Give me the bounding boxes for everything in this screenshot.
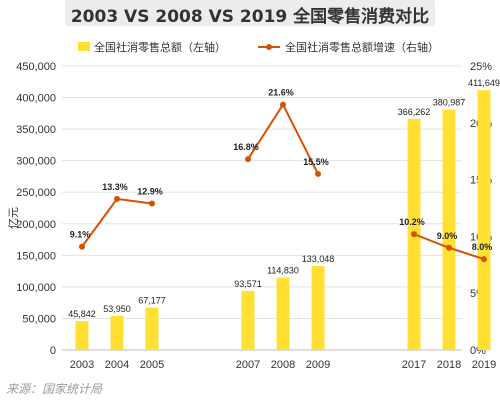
y-tick-right: 25% [470,61,492,73]
growth-line-segment [81,197,153,248]
growth-value-label: 10.2% [399,217,425,227]
x-tick-label: 2019 [472,359,496,371]
bar [442,109,456,350]
growth-point [245,156,251,163]
growth-point [149,200,155,207]
chart-title: 2003 VS 2008 VS 2019 全国零售消费对比 [70,7,430,27]
bar-value-label: 366,262 [398,107,431,117]
x-tick-label: 2007 [236,359,260,371]
growth-value-label: 8.0% [472,242,493,252]
x-tick-label: 2018 [437,359,461,371]
growth-point [79,243,85,250]
y-tick-left: 50,000 [22,313,56,325]
y-tick-left: 100,000 [16,282,56,294]
bar [75,321,89,350]
bar-value-label: 380,987 [433,98,466,108]
x-tick-label: 2005 [140,359,164,371]
y-tick-left: 400,000 [16,93,56,105]
bar [241,290,255,350]
bar-value-label: 133,048 [302,254,335,264]
y-tick-left: 250,000 [16,187,56,199]
growth-point [446,244,452,251]
growth-point [280,101,286,108]
bar-value-label: 67,177 [138,296,166,306]
x-tick-label: 2009 [306,359,330,371]
growth-point [411,231,417,238]
y-tick-left: 0 [50,345,56,357]
bar-value-label: 45,842 [68,309,96,319]
bar [145,307,159,350]
bar [110,315,124,350]
bar [477,90,491,351]
y-tick-left: 300,000 [16,156,56,168]
bar [311,266,325,350]
x-tick-label: 2017 [402,359,426,371]
x-tick-label: 2008 [271,359,295,371]
legend-label-line: 全国社消零售总额增速（右轴） [285,40,439,54]
y-axis-label-left: 亿元 [7,207,20,229]
growth-value-label: 9.0% [437,231,458,241]
legend-label-bar: 全国社消零售总额（左轴） [94,40,226,54]
x-tick-label: 2004 [105,359,129,371]
growth-point [481,256,487,263]
y-tick-left: 150,000 [16,250,56,262]
growth-point [315,170,321,177]
growth-point [114,195,120,202]
bar-value-label: 93,571 [234,279,262,289]
source-note: 来源：国家统计局 [6,382,103,396]
growth-value-label: 12.9% [137,186,163,196]
y-tick-left: 450,000 [16,61,56,73]
bar [276,277,290,350]
growth-value-label: 16.8% [233,142,259,152]
x-tick-label: 2003 [70,359,94,371]
bar-value-label: 114,830 [267,266,299,276]
bar-value-label: 53,950 [103,304,131,314]
legend-swatch-bar [78,42,90,51]
y-tick-left: 200,000 [16,219,56,231]
growth-value-label: 15.5% [303,157,329,167]
y-tick-left: 350,000 [16,124,56,136]
bar-value-label: 411,649 [468,78,500,88]
title-band [65,0,435,26]
growth-value-label: 21.6% [268,88,294,98]
growth-value-label: 13.3% [102,182,128,192]
legend-marker-line [266,44,272,50]
growth-value-label: 9.1% [70,230,91,240]
